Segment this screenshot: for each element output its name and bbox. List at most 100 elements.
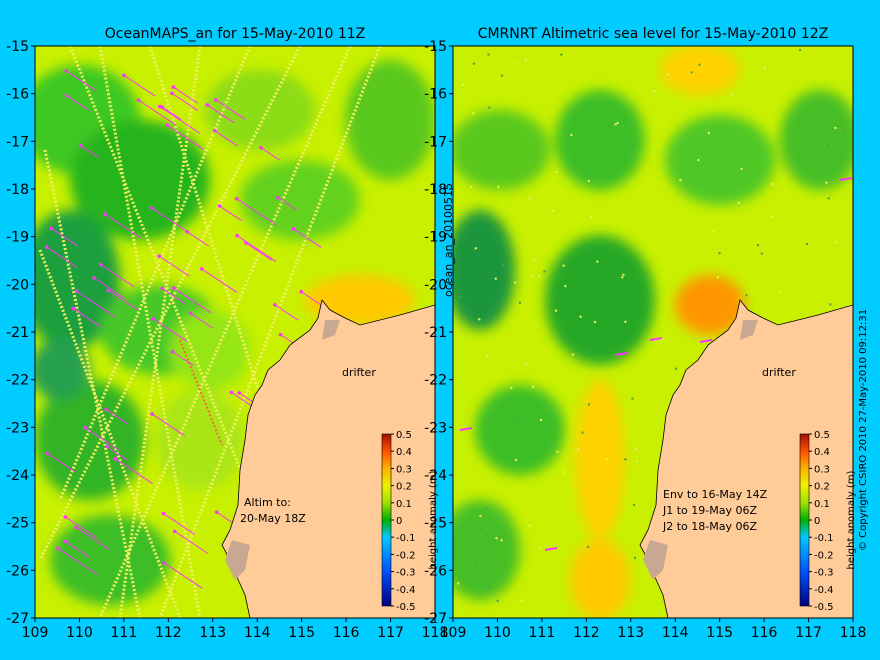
obs-point xyxy=(834,126,837,130)
right-axes: 109 110 111 112 113 114 115 116 117 118 -15 -16 -17 -… xyxy=(424,39,866,641)
obs-point xyxy=(479,514,482,518)
obs-point xyxy=(826,143,830,147)
right-colorbar-tick-label: 0.5 xyxy=(814,430,830,441)
obs-point xyxy=(634,447,638,451)
chart1-y-tick-label: -16 xyxy=(424,87,447,103)
chart0-y-tick-label: -20 xyxy=(6,277,29,293)
obs-point xyxy=(510,386,513,389)
left-shark-bay xyxy=(225,540,250,580)
chart0-y-tick-label: -17 xyxy=(6,134,29,150)
altimeter-track xyxy=(98,46,202,618)
obs-point xyxy=(679,179,682,182)
left-drifter-label: drifter xyxy=(342,366,376,379)
right-colorbar-ramp xyxy=(799,433,810,607)
side-date-label: ocean_an_20100515 xyxy=(442,183,455,297)
obs-point xyxy=(469,185,473,189)
obs-point xyxy=(632,340,635,344)
velocity-arrow-head xyxy=(106,288,111,293)
obs-point xyxy=(616,121,619,125)
velocity-arrow-head xyxy=(64,69,69,73)
obs-point xyxy=(514,458,518,462)
left-anomaly-blobs xyxy=(35,60,435,605)
chart1-y-tick-label: -17 xyxy=(424,134,447,150)
obs-point xyxy=(593,320,597,324)
velocity-arrow xyxy=(166,124,204,150)
velocity-arrow-head xyxy=(171,85,176,89)
velocity-arrow-head xyxy=(217,204,222,208)
velocity-arrow xyxy=(172,351,194,366)
chart0-y-tick-label: -26 xyxy=(6,563,29,579)
obs-point xyxy=(635,460,638,463)
velocity-arrow-head xyxy=(165,123,169,127)
chart0-x-tick-label: 115 xyxy=(288,625,315,641)
chart0-x-tick-label: 112 xyxy=(155,625,182,641)
right-chart-title: CMRNRT Altimetric sea level for 15-May-2… xyxy=(478,26,829,42)
velocity-arrow-head xyxy=(150,412,154,416)
velocity-arrow xyxy=(100,264,135,288)
obs-point xyxy=(587,179,591,183)
obs-point xyxy=(533,258,536,262)
chart0-y-tick-label: -18 xyxy=(6,182,29,198)
obs-point xyxy=(486,355,489,358)
obs-point xyxy=(771,182,774,186)
velocity-arrow xyxy=(65,70,97,92)
chart0-y-tick-label: -21 xyxy=(6,325,29,341)
obs-point xyxy=(825,181,828,184)
velocity-arrow-head xyxy=(74,289,79,293)
right-colorbar-tick-label: -0.5 xyxy=(814,602,834,613)
velocity-arrow-head xyxy=(237,391,242,395)
velocity-arrow-head xyxy=(214,98,218,102)
velocity-arrow xyxy=(123,74,156,97)
velocity-arrow-head xyxy=(205,103,210,107)
velocity-arrow xyxy=(219,205,242,222)
left-colorbar-tick-label: -0.5 xyxy=(396,602,416,613)
copyright-text: © Copyright CSIRO 2010 27-May-2010 09:12… xyxy=(858,309,869,551)
chart1-x-tick-label: 109 xyxy=(440,625,467,641)
obs-point xyxy=(472,62,476,65)
obs-point xyxy=(496,599,499,603)
obs-point xyxy=(730,93,734,96)
velocity-arrow-head xyxy=(212,128,217,133)
velocity-arrow-head xyxy=(214,510,219,514)
obs-point xyxy=(718,251,721,255)
velocity-arrow xyxy=(84,427,120,451)
chart1-y-tick-label: -22 xyxy=(424,373,447,389)
obs-point xyxy=(587,403,591,406)
obs-point xyxy=(556,450,559,454)
left-panel: OceanMAPS_an for 15-May-2010 11Z xyxy=(6,26,448,641)
velocity-arrow xyxy=(236,198,277,226)
chart0-y-tick-label: -27 xyxy=(6,611,29,627)
left-velocity-arrows xyxy=(45,69,366,589)
obs-point xyxy=(474,559,478,563)
chart0-y-tick-label: -19 xyxy=(6,230,29,246)
velocity-arrow-head xyxy=(259,145,263,150)
obs-point xyxy=(571,353,575,356)
obs-point xyxy=(579,315,582,318)
right-env-label-3: J2 to 18-May 06Z xyxy=(662,520,757,533)
left-colorbar-tick-label: -0.4 xyxy=(396,585,416,596)
velocity-arrow-head xyxy=(151,316,155,321)
obs-point xyxy=(457,582,460,585)
velocity-arrow-head xyxy=(229,390,234,395)
obs-point xyxy=(562,264,565,267)
right-colorbar-tick-label: 0.4 xyxy=(814,447,830,458)
obs-point xyxy=(539,546,542,550)
velocity-arrow-head xyxy=(104,444,109,449)
velocity-arrow xyxy=(76,290,117,318)
velocity-arrow xyxy=(50,227,78,247)
velocity-arrow-head xyxy=(49,226,54,231)
left-island xyxy=(322,320,340,340)
velocity-arrow-head xyxy=(63,515,68,519)
obs-point xyxy=(551,209,555,212)
obs-point xyxy=(474,247,477,250)
chart0-y-tick-label: -25 xyxy=(6,516,29,532)
obs-point xyxy=(562,470,565,474)
left-colorbar-tick-label: -0.2 xyxy=(396,550,416,561)
obs-point xyxy=(528,524,531,527)
obs-point xyxy=(495,536,498,540)
velocity-arrow xyxy=(173,86,199,104)
velocity-arrow-head xyxy=(45,245,49,249)
obs-point xyxy=(614,123,617,126)
velocity-arrow xyxy=(106,445,128,461)
